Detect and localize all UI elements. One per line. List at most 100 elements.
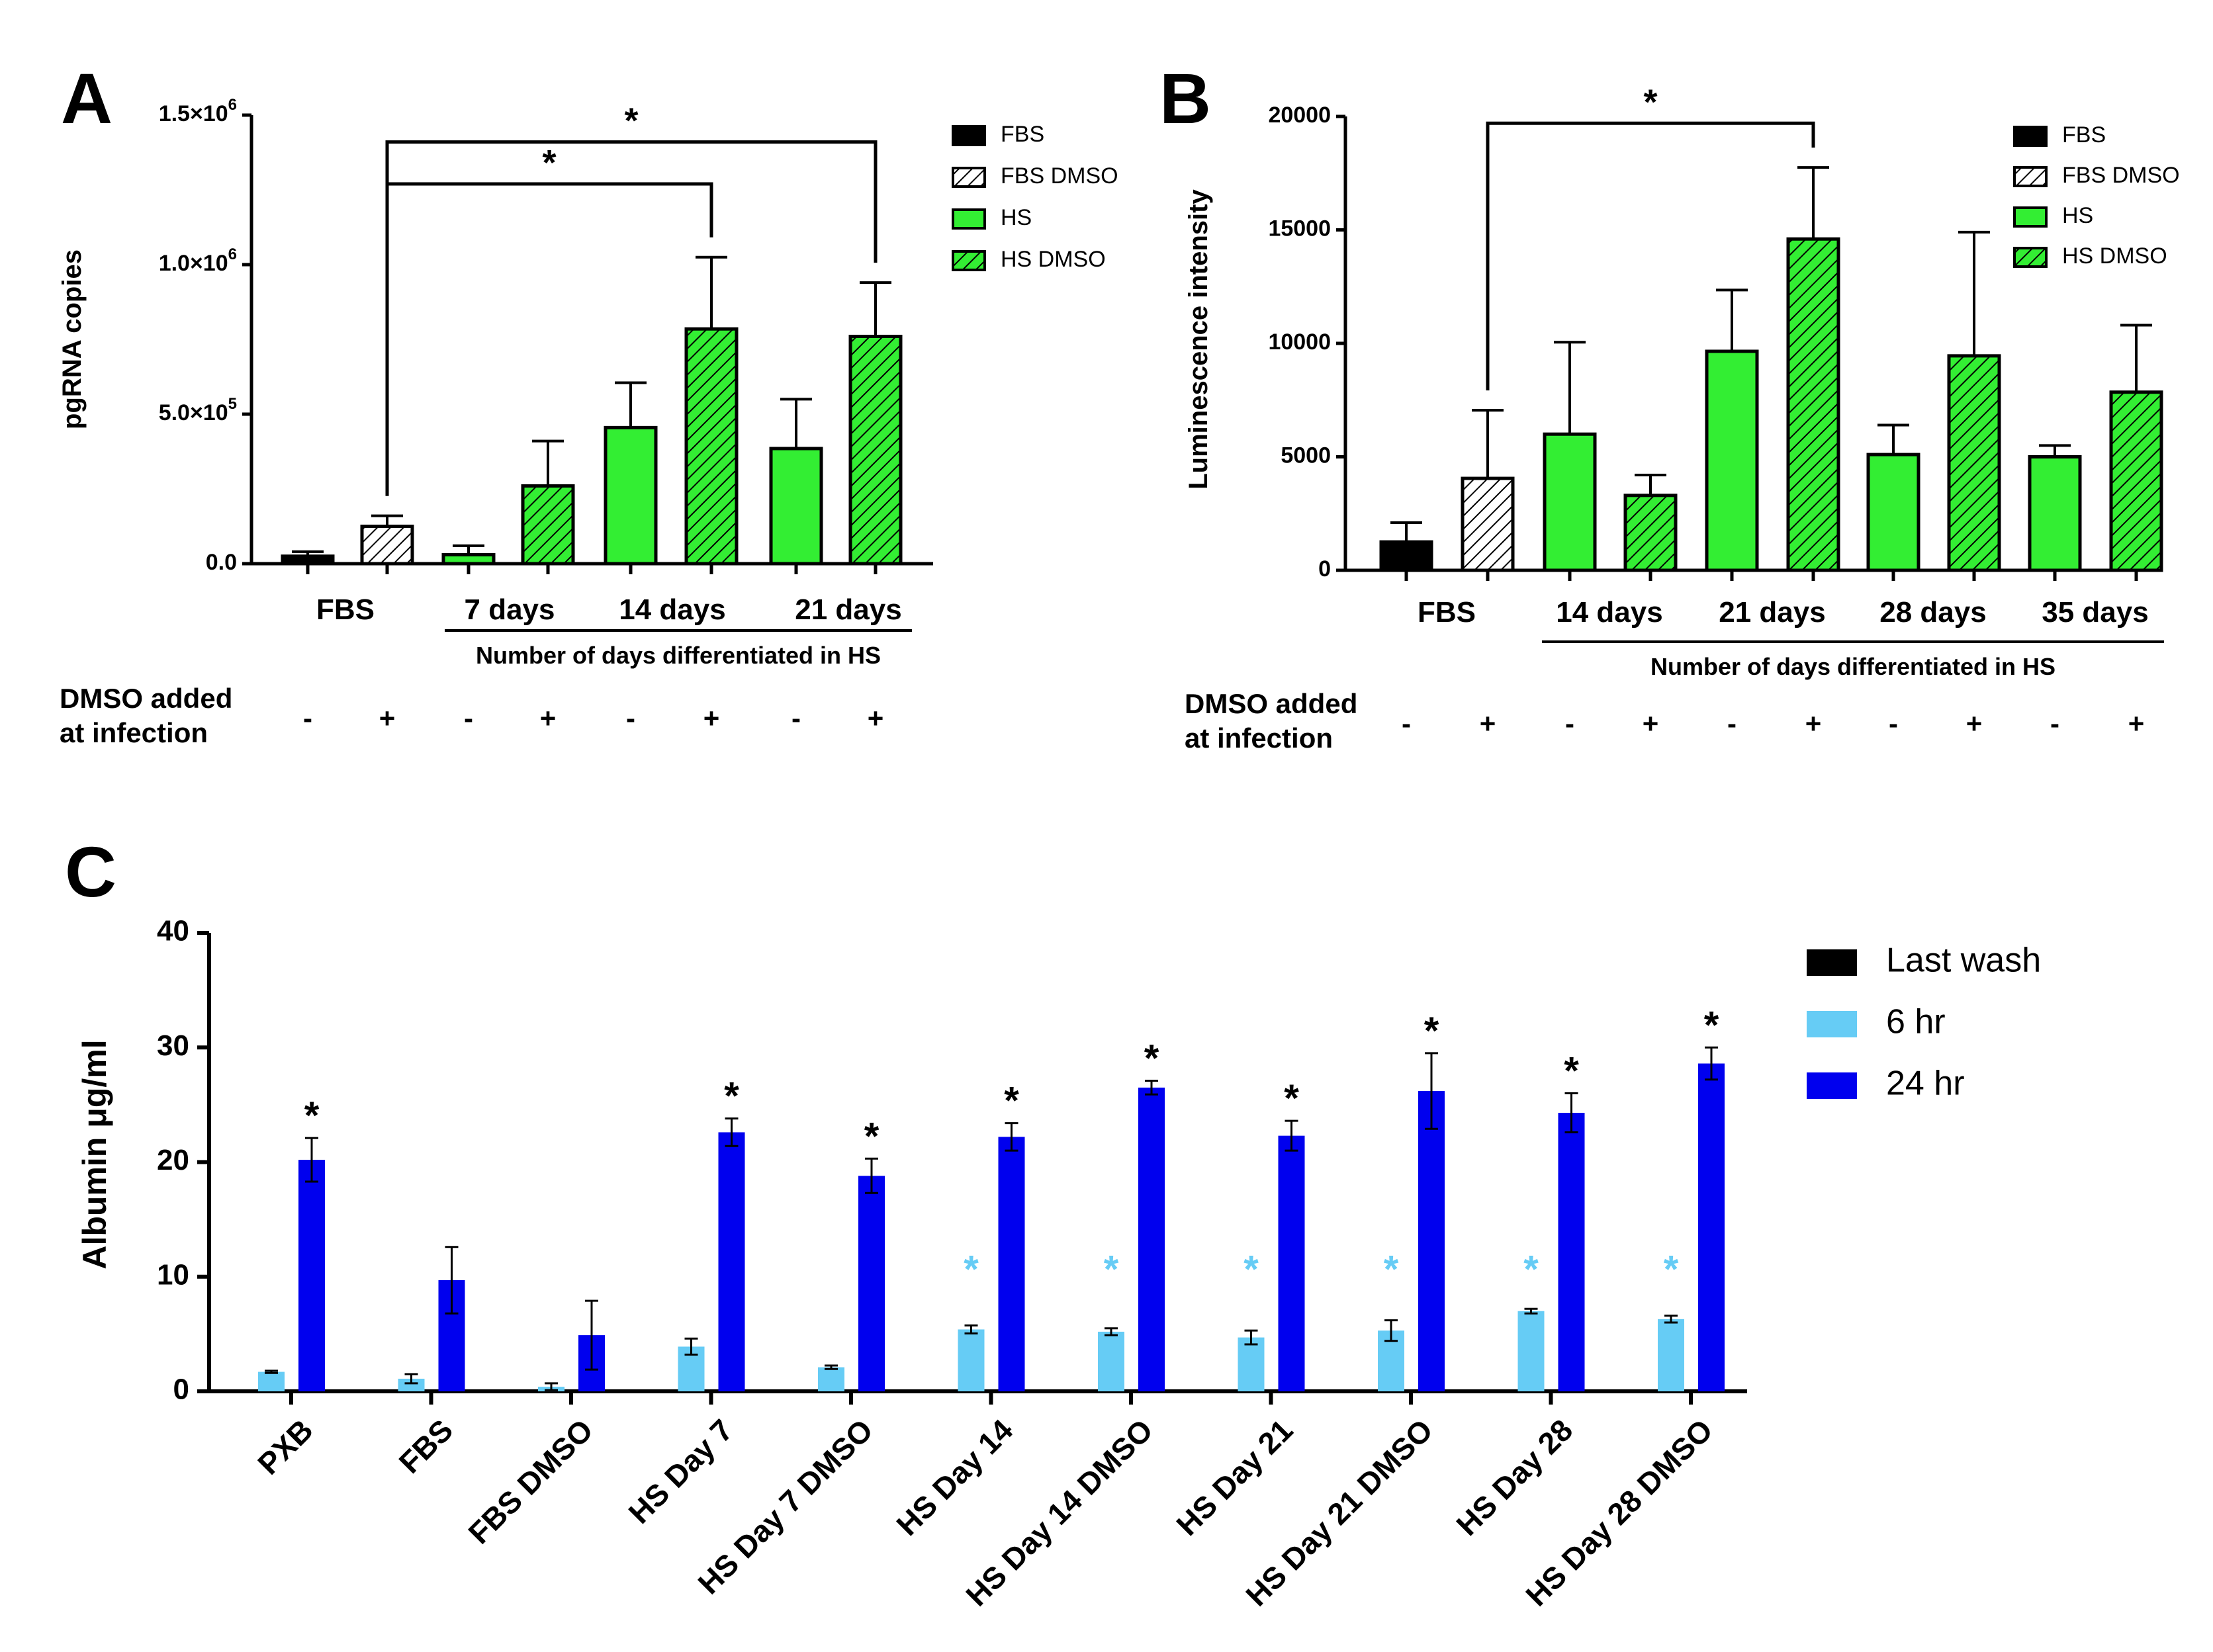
y-tick-label: 20000 xyxy=(1268,103,1331,128)
y-tick-label: 20 xyxy=(157,1144,189,1176)
y-tick-label: 10000 xyxy=(1268,329,1331,355)
bar-6hr xyxy=(1517,1311,1545,1391)
y-tick-label: 0.0 xyxy=(206,550,237,575)
significance-bracket xyxy=(385,140,878,496)
bar xyxy=(1623,494,1678,572)
bar-24hr xyxy=(858,1176,885,1391)
dmso-sign: - xyxy=(791,703,801,734)
significance-star: * xyxy=(1284,1077,1299,1120)
legend-swatch xyxy=(1807,949,1857,976)
bar-24hr xyxy=(1138,1087,1165,1391)
group-label: 14 days xyxy=(619,593,725,626)
panel-letter: B xyxy=(1159,58,1211,138)
bar xyxy=(521,484,575,566)
bar-24hr xyxy=(998,1137,1025,1391)
legend-label: FBS xyxy=(1001,122,1044,147)
legend-swatch xyxy=(952,208,986,230)
panel-letter: C xyxy=(65,832,116,912)
dmso-label: DMSO added xyxy=(60,683,232,714)
dmso-label: DMSO added xyxy=(1185,688,1357,719)
y-tick-label: 10 xyxy=(157,1258,189,1291)
group-label: 28 days xyxy=(1879,596,1986,629)
bar-24hr xyxy=(1418,1091,1445,1391)
dmso-sign: - xyxy=(1727,708,1737,739)
significance-star: * xyxy=(1144,1037,1159,1080)
bar xyxy=(1543,432,1597,572)
dmso-sign: - xyxy=(1889,708,1898,739)
bar xyxy=(848,334,903,566)
dmso-label: at infection xyxy=(60,717,208,748)
bar-6hr xyxy=(1098,1331,1124,1391)
legend-swatch xyxy=(952,125,986,146)
y-axis-title: Albumin μg/ml xyxy=(76,1039,113,1269)
dmso-sign: - xyxy=(303,703,312,734)
y-tick-label: 5000 xyxy=(1281,443,1331,468)
legend-label: 6 hr xyxy=(1886,1003,1946,1041)
bar-6hr xyxy=(958,1329,985,1391)
dmso-label: at infection xyxy=(1185,722,1333,754)
x-category-label: HS Day 28 xyxy=(1449,1413,1579,1542)
y-tick-label: 0 xyxy=(1318,556,1331,582)
legend-label: FBS DMSO xyxy=(1001,163,1118,189)
y-tick-label: 1.0×106 xyxy=(159,245,237,276)
x-axis-title: Number of days differentiated in HS xyxy=(1650,653,2055,680)
dmso-sign: + xyxy=(1480,708,1496,739)
x-category-label: HS Day 21 xyxy=(1169,1413,1299,1542)
panel-b: B 0 5000 10000 15000 20000 Luminescence intens… xyxy=(1159,58,2180,754)
x-category-label: HS Day 7 xyxy=(622,1413,740,1530)
group-label: 14 days xyxy=(1556,596,1662,629)
bar-24hr xyxy=(1558,1113,1585,1391)
bar-6hr xyxy=(818,1367,844,1391)
bar-24hr xyxy=(718,1132,745,1391)
bar-6hr xyxy=(398,1378,425,1391)
bar xyxy=(1866,453,1920,572)
dmso-sign: - xyxy=(2050,708,2059,739)
y-tick-label: 40 xyxy=(157,915,189,947)
bar-24hr xyxy=(1278,1135,1305,1391)
significance-star-6hr: * xyxy=(1104,1248,1119,1291)
bar xyxy=(1705,349,1759,572)
group-label: FBS xyxy=(1418,596,1476,629)
bar-6hr xyxy=(1658,1319,1684,1391)
y-axis-title: pgRNA copies xyxy=(58,249,87,429)
legend-label: Last wash xyxy=(1886,941,2041,980)
bar xyxy=(1461,476,1515,572)
y-tick-label: 5.0×105 xyxy=(159,395,237,425)
x-category-label: PXB xyxy=(251,1413,320,1481)
bar xyxy=(684,327,739,566)
dmso-sign: + xyxy=(379,703,396,734)
dmso-sign: + xyxy=(1643,708,1659,739)
dmso-sign: + xyxy=(868,703,884,734)
bar xyxy=(360,525,414,566)
group-label: 35 days xyxy=(2042,596,2148,629)
bar-24hr xyxy=(298,1160,325,1391)
significance-star: * xyxy=(542,143,556,183)
significance-star: * xyxy=(1564,1050,1579,1093)
significance-star-6hr: * xyxy=(1523,1248,1539,1291)
y-tick-label: 1.5×106 xyxy=(159,96,237,126)
bar xyxy=(604,425,658,566)
bar xyxy=(769,447,823,566)
legend-swatch xyxy=(2013,166,2048,187)
bar xyxy=(1947,354,2001,572)
significance-star: * xyxy=(1424,1010,1439,1053)
significance-star: * xyxy=(1643,82,1657,122)
dmso-sign: + xyxy=(2128,708,2145,739)
legend-swatch xyxy=(952,167,986,188)
legend-swatch xyxy=(2013,126,2048,147)
x-axis-title: Number of days differentiated in HS xyxy=(476,642,881,669)
panel-letter: A xyxy=(61,58,113,138)
legend-label: 24 hr xyxy=(1886,1065,1965,1103)
group-label: 21 days xyxy=(1719,596,1825,629)
legend-swatch xyxy=(1807,1011,1857,1037)
dmso-sign: + xyxy=(540,703,557,734)
legend-label: HS DMSO xyxy=(2062,243,2167,269)
significance-star-6hr: * xyxy=(964,1248,979,1291)
legend-swatch xyxy=(1807,1072,1857,1099)
significance-star-6hr: * xyxy=(1243,1248,1259,1291)
bar xyxy=(1786,237,1840,572)
legend-label: HS xyxy=(1001,205,1032,230)
bar-24hr xyxy=(1698,1063,1725,1391)
legend-swatch xyxy=(952,250,986,271)
significance-star: * xyxy=(304,1094,320,1137)
